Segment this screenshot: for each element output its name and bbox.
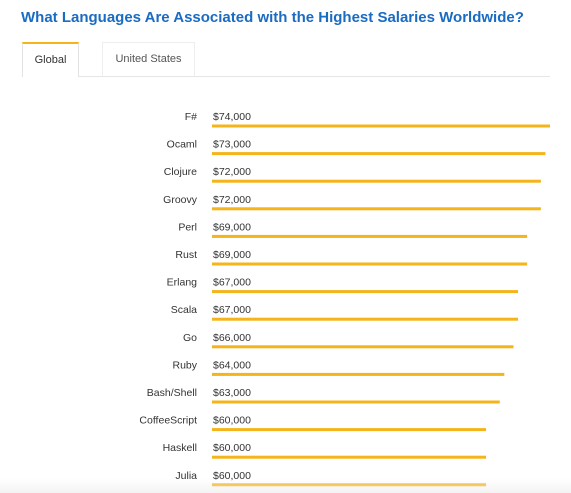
category-label-ruby: Ruby [172,359,197,371]
category-label-f-: F# [185,111,197,123]
value-label: $69,000 [213,249,251,261]
tab-global[interactable]: Global [22,42,79,77]
tab-united-states[interactable]: United States [102,42,195,76]
value-label: $72,000 [213,194,251,206]
value-label: $72,000 [213,166,251,178]
bar [212,124,550,128]
category-label-julia: Julia [175,470,197,482]
value-label: $74,000 [213,111,251,123]
category-label-coffeescript: CoffeeScript [139,415,197,427]
bar [212,179,541,183]
category-label-haskell: Haskell [163,442,197,454]
value-label: $67,000 [213,277,251,289]
bottom-fade [0,479,571,493]
bar [212,290,519,294]
bar [212,262,528,266]
value-label: $67,000 [213,304,251,316]
bar [212,317,519,321]
value-label: $73,000 [213,139,251,151]
category-label-bash-shell: Bash/Shell [147,387,197,399]
category-label-perl: Perl [178,221,197,233]
category-label-groovy: Groovy [163,194,198,206]
category-label-rust: Rust [175,249,197,261]
category-label-erlang: Erlang [167,277,198,289]
bar [212,345,514,349]
value-label: $69,000 [213,221,251,233]
category-label-go: Go [183,332,197,344]
bar [212,455,487,459]
bar [212,400,500,404]
tab-bar: Global United States [22,42,550,77]
category-label-ocaml: Ocaml [167,139,197,151]
category-label-scala: Scala [171,304,197,316]
bar [212,152,546,156]
bar [212,428,487,432]
bar [212,372,505,376]
value-label: $60,000 [213,470,251,482]
value-label: $60,000 [213,415,251,427]
value-label: $64,000 [213,359,251,371]
value-label: $63,000 [213,387,251,399]
bar [212,207,541,211]
chart-title: What Languages Are Associated with the H… [21,9,524,26]
value-label: $66,000 [213,332,251,344]
category-label-clojure: Clojure [164,166,197,178]
bar [212,234,528,238]
value-label: $60,000 [213,442,251,454]
